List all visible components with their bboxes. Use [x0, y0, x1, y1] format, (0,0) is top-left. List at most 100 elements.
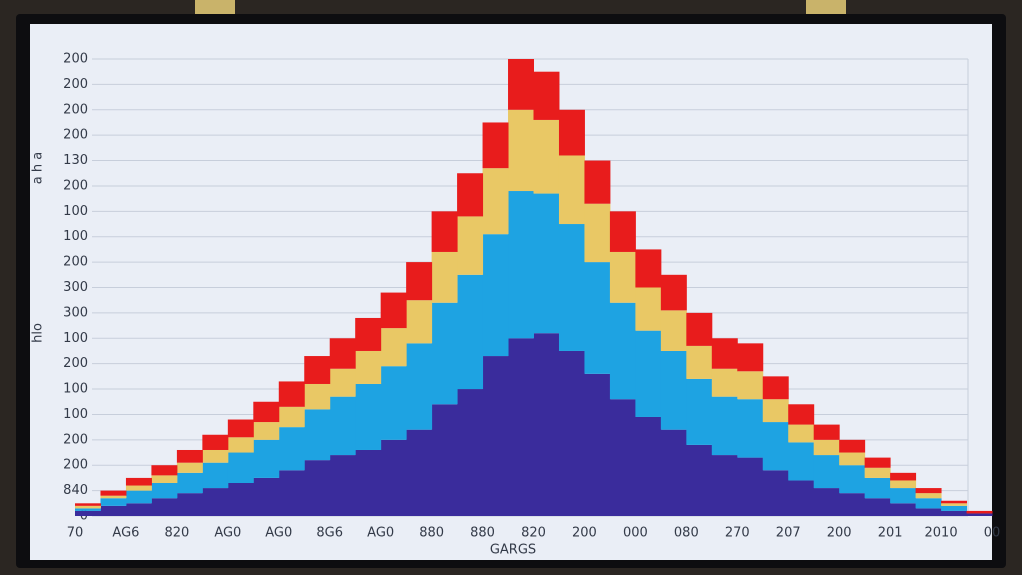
bar-segment — [100, 505, 127, 516]
bar-segment — [711, 396, 738, 456]
x-tick-label: AG0 — [367, 526, 394, 541]
bar-segment — [533, 71, 560, 120]
y-tick-label: 200 — [63, 178, 88, 193]
bar-segment — [635, 249, 662, 288]
y-tick-label: 840 — [63, 483, 88, 498]
x-tick-label: 270 — [725, 526, 750, 541]
bar-segment — [915, 488, 942, 494]
bar-segment — [253, 401, 280, 423]
bar-segment — [609, 399, 636, 516]
bar-segment — [278, 406, 305, 428]
bar-segment — [864, 467, 891, 478]
bar-segment — [711, 368, 738, 397]
bar-segment — [253, 422, 280, 440]
y-tick-label: 300 — [63, 305, 88, 320]
bar-segment — [813, 439, 840, 456]
bar-segment — [227, 419, 254, 438]
x-tick-label: 207 — [776, 526, 801, 541]
bar-segment — [890, 488, 917, 504]
bar-segment — [125, 477, 152, 486]
x-tick-label: 201 — [878, 526, 903, 541]
bar-segment — [686, 444, 713, 516]
bar-segment — [762, 376, 789, 400]
bar-segment — [329, 455, 356, 516]
bar-segment — [839, 452, 866, 466]
bar-segment — [762, 399, 789, 423]
bar-segment — [609, 211, 636, 252]
bar-segment — [457, 389, 484, 516]
fixture — [806, 0, 846, 14]
y-tick-label: 200 — [63, 77, 88, 92]
y-tick-label: 200 — [63, 356, 88, 371]
bar-segment — [686, 312, 713, 346]
bar-segment — [660, 350, 687, 430]
bar-segment — [329, 368, 356, 397]
bar-segment — [304, 409, 331, 461]
x-tick-label: 200 — [827, 526, 852, 541]
bar-segment — [380, 439, 407, 516]
bar-segment — [406, 300, 433, 344]
bar-segment — [202, 488, 229, 516]
bar-segment — [558, 224, 585, 351]
bar-segment — [788, 480, 815, 516]
bar-segment — [151, 465, 178, 476]
bar-segment — [329, 396, 356, 456]
bar-segment — [380, 292, 407, 329]
bar-segment — [75, 508, 101, 511]
bar-segment — [558, 109, 585, 156]
bar-segment — [890, 503, 917, 516]
bar-segment — [278, 381, 305, 407]
bar-segment — [100, 490, 127, 496]
bar-segment — [941, 505, 968, 511]
bar-segment — [151, 475, 178, 483]
bar-segment — [176, 472, 203, 494]
bar-segment — [737, 371, 764, 400]
bar-segment — [864, 498, 891, 516]
bar-segment — [151, 498, 178, 516]
bar-segment — [966, 513, 993, 516]
bar-segment — [75, 510, 101, 516]
bar-segment — [609, 302, 636, 400]
bar-segment — [635, 416, 662, 516]
bar-segment — [355, 317, 382, 351]
bar-segment — [176, 493, 203, 516]
bar-segment — [839, 465, 866, 494]
x-tick-label: 080 — [674, 526, 699, 541]
x-tick-label: 70 — [67, 526, 84, 541]
bar-segment — [660, 310, 687, 351]
bar-segment — [788, 424, 815, 443]
bar-segment — [584, 203, 611, 263]
x-tick-label: 00 — [984, 526, 1001, 541]
fixture — [195, 0, 235, 14]
bar-segment — [406, 343, 433, 430]
bar-segment — [508, 59, 534, 110]
bar-segment — [941, 500, 968, 504]
bar-segment — [609, 251, 636, 303]
bar-segment — [431, 251, 458, 303]
y-tick-label: 200 — [63, 102, 88, 117]
y-tick-label: 100 — [63, 331, 88, 346]
bar-segment — [711, 455, 738, 516]
bar-segment — [533, 119, 560, 194]
bar-segment — [686, 378, 713, 445]
x-tick-label: AG0 — [265, 526, 292, 541]
bar-segment — [711, 338, 738, 369]
x-axis-label: GARGS — [490, 543, 536, 558]
y-tick-label: 200 — [63, 52, 88, 67]
bar-segment — [508, 109, 534, 192]
bar-segment — [304, 460, 331, 516]
bar-segment — [457, 173, 484, 217]
bar-segment — [762, 422, 789, 471]
y-tick-label: 200 — [63, 432, 88, 447]
bar-segment — [406, 262, 433, 301]
bar-segment — [813, 424, 840, 440]
y-axis-label: hlo — [31, 323, 46, 343]
bar-segment — [533, 333, 560, 516]
bar-segment — [151, 482, 178, 499]
bar-segment — [227, 452, 254, 483]
bar-segment — [100, 498, 127, 506]
bar-segment — [75, 503, 101, 506]
bar-segment — [584, 160, 611, 204]
bar-segment — [915, 508, 942, 516]
x-tick-label: 8G6 — [316, 526, 343, 541]
